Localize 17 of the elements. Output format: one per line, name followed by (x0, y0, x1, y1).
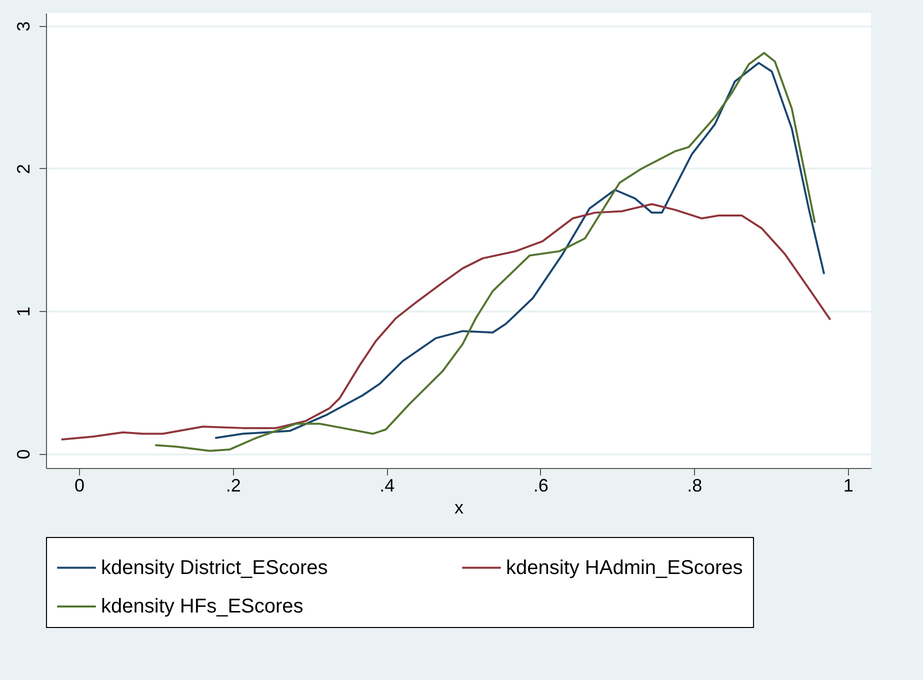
y-tick-label: 3 (14, 21, 34, 32)
x-axis-title: x (454, 498, 464, 518)
y-tick-label: 2 (14, 164, 34, 174)
legend-label: kdensity District_EScores (101, 556, 328, 579)
legend-label: kdensity HAdmin_EScores (506, 556, 743, 579)
line-series (60, 203, 832, 440)
x-tick-label: 1 (843, 476, 854, 496)
x-tick-label: .2 (226, 476, 241, 496)
y-tick-label: 1 (14, 306, 34, 317)
line-series (214, 62, 826, 440)
x-tick-label: .4 (380, 476, 395, 496)
x-tick-label: 0 (74, 476, 85, 496)
legend-label: kdensity HFs_EScores (101, 596, 304, 618)
line-series (154, 52, 816, 452)
x-tick-label: .8 (687, 476, 702, 496)
x-tick-label: .6 (533, 476, 548, 496)
y-tick-label: 0 (14, 449, 34, 460)
